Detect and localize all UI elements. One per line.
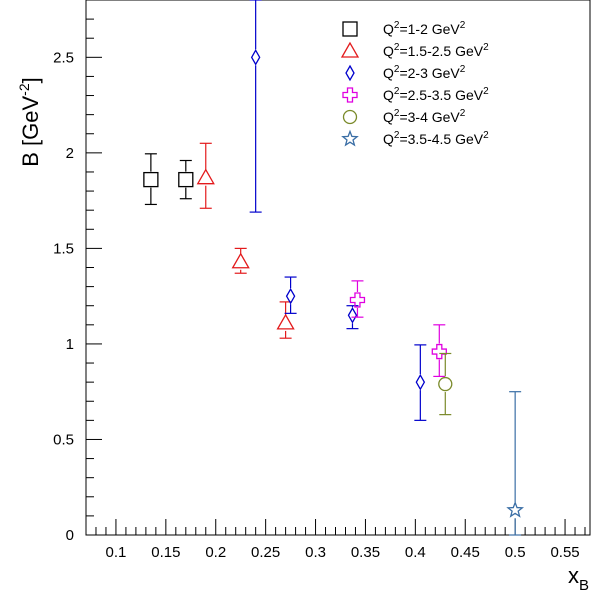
series-5 (438, 352, 453, 416)
data-point (415, 373, 426, 391)
legend-entry: Q2=2-3 GeV2 (345, 64, 466, 82)
y-tick-label: 0.5 (53, 431, 74, 448)
y-tick-label: 2 (66, 145, 74, 162)
y-tick-label: 0 (66, 527, 74, 544)
data-point (143, 171, 159, 188)
data-point (231, 252, 250, 269)
y-axis-title: B [GeV-2] (16, 77, 43, 167)
data-point (438, 376, 453, 392)
error-bar (249, 0, 262, 213)
error-bar (279, 301, 292, 339)
y-tick-label: 1.5 (53, 240, 74, 257)
data-point (506, 500, 525, 518)
x-tick-label: 0.2 (205, 544, 226, 561)
error-bar (351, 280, 364, 318)
series-4 (349, 280, 447, 378)
series-1 (143, 153, 194, 206)
legend-entry: Q2=3.5-4.5 GeV2 (341, 129, 489, 147)
x-tick-label: 0.25 (251, 544, 280, 561)
error-bar (284, 276, 297, 314)
y-axis-ticks: 0 0.5 1 1.5 2 2.5 (53, 18, 102, 544)
error-bar (509, 391, 522, 536)
legend-entry: Q2=1.5-2.5 GeV2 (340, 41, 489, 59)
error-bar (414, 344, 427, 421)
data-point (285, 287, 296, 305)
error-bar (179, 159, 192, 200)
x-tick-label: 0.1 (106, 544, 127, 561)
x-axis-ticks: 0.1 0.15 0.2 0.25 0.3 0.35 0.4 0.45 0.5 0.55 (95, 519, 586, 561)
data-point (250, 49, 261, 66)
legend-marker (345, 64, 355, 82)
series-6 (506, 391, 525, 536)
series-2 (196, 142, 295, 339)
x-tick-label: 0.45 (451, 544, 480, 561)
error-bar (439, 352, 452, 416)
legend: Q2=1-2 GeV2 Q2=1.5-2.5 GeV2 Q2=2-3 GeV2 Q2=… (340, 20, 489, 147)
y-tick-label: 2.5 (53, 49, 74, 66)
x-tick-label: 0.5 (505, 544, 526, 561)
data-point (431, 343, 447, 360)
x-tick-label: 0.3 (305, 544, 326, 561)
legend-label: Q2=2-3 GeV2 (383, 64, 466, 81)
legend-marker (342, 21, 358, 37)
data-point (178, 171, 194, 188)
legend-marker (340, 41, 360, 58)
legend-marker (341, 129, 359, 147)
data-point (349, 292, 366, 308)
x-tick-label: 0.4 (405, 544, 426, 561)
error-bar (144, 153, 157, 206)
legend-label: Q2=1-2 GeV2 (383, 20, 466, 37)
x-axis-title: xB (568, 563, 589, 593)
x-tick-label: 0.35 (351, 544, 380, 561)
y-tick-label: 1 (66, 336, 74, 353)
legend-label: Q2=3.5-4.5 GeV2 (383, 130, 489, 147)
plot-frame (85, 0, 591, 536)
x-tick-label: 0.55 (550, 544, 579, 561)
legend-label: Q2=3-4 GeV2 (383, 108, 466, 125)
legend-marker (342, 87, 358, 103)
error-bar (346, 305, 359, 330)
series-3 (249, 0, 427, 421)
legend-entry: Q2=3-4 GeV2 (342, 108, 466, 125)
legend-label: Q2=2.5-3.5 GeV2 (383, 86, 489, 103)
x-tick-label: 0.15 (151, 544, 180, 561)
series-layer (143, 0, 525, 536)
legend-entry: Q2=1-2 GeV2 (342, 20, 466, 37)
data-point (196, 168, 215, 185)
error-bar (433, 324, 446, 378)
data-point (276, 313, 295, 330)
data-point (347, 306, 358, 324)
legend-entry: Q2=2.5-3.5 GeV2 (342, 86, 489, 103)
error-bar (199, 142, 212, 209)
legend-marker (342, 109, 358, 125)
legend-label: Q2=1.5-2.5 GeV2 (383, 42, 489, 59)
